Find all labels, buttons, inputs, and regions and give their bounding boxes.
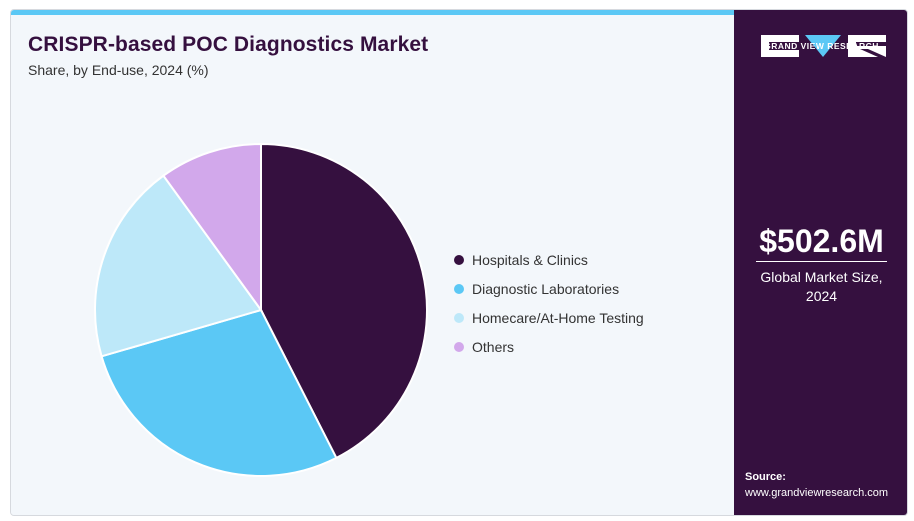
legend-label: Others	[472, 339, 514, 355]
brand-name: GRAND VIEW RESEARCH	[734, 41, 908, 51]
legend-swatch	[454, 313, 464, 323]
chart-panel: CRISPR-based POC Diagnostics Market Shar…	[11, 10, 734, 516]
chart-legend: Hospitals & Clinics Diagnostic Laborator…	[454, 245, 644, 361]
legend-swatch	[454, 255, 464, 265]
divider	[756, 261, 887, 262]
source-label: Source:	[745, 471, 786, 483]
chart-card: CRISPR-based POC Diagnostics Market Shar…	[10, 9, 908, 516]
chart-title: CRISPR-based POC Diagnostics Market	[28, 33, 428, 57]
market-size-panel: GRAND VIEW RESEARCH $502.6M Global Marke…	[734, 10, 908, 516]
pie-chart	[71, 120, 451, 500]
legend-item-homecare: Homecare/At-Home Testing	[454, 303, 644, 332]
legend-swatch	[454, 342, 464, 352]
legend-label: Homecare/At-Home Testing	[472, 310, 644, 326]
legend-item-hospitals: Hospitals & Clinics	[454, 245, 644, 274]
legend-item-others: Others	[454, 332, 644, 361]
market-size-value: $502.6M	[734, 223, 908, 260]
legend-swatch	[454, 284, 464, 294]
source-url: www.grandviewresearch.com	[745, 487, 888, 499]
legend-label: Hospitals & Clinics	[472, 252, 588, 268]
top-accent-bar	[11, 10, 734, 15]
market-size-caption: Global Market Size, 2024	[744, 268, 899, 306]
legend-label: Diagnostic Laboratories	[472, 281, 619, 297]
legend-item-diagnostic-laboratories: Diagnostic Laboratories	[454, 274, 644, 303]
chart-subtitle: Share, by End-use, 2024 (%)	[28, 62, 209, 78]
